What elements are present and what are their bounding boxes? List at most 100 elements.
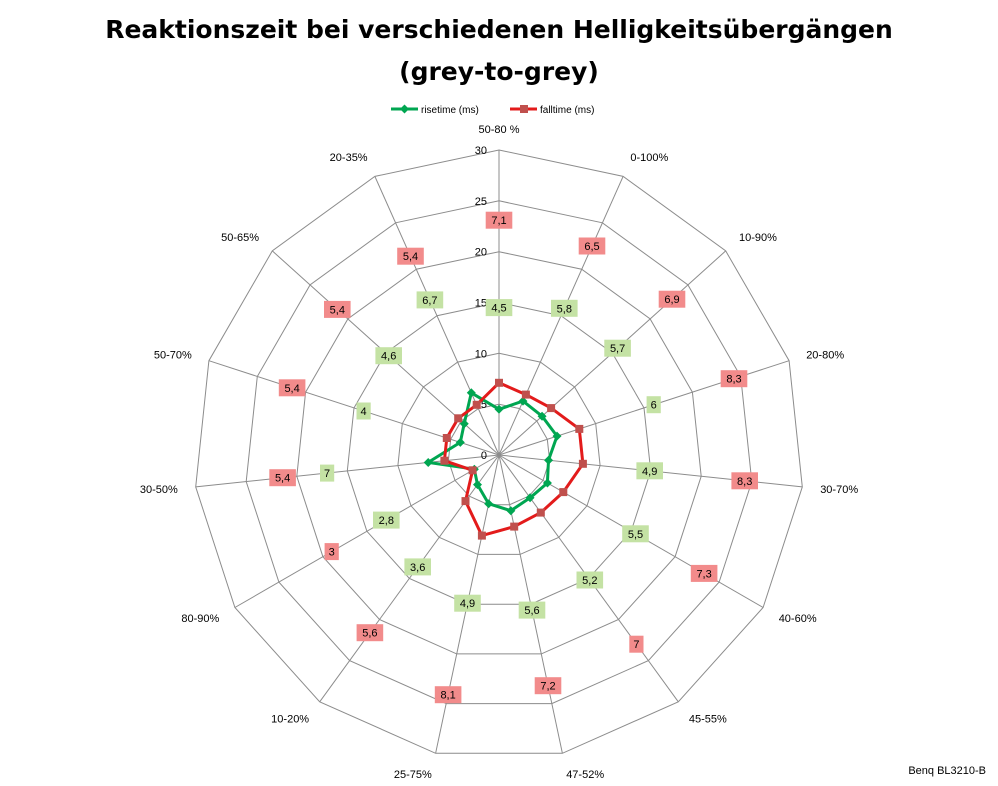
marker-falltime-10-20 bbox=[461, 497, 470, 506]
category-label-0-100: 0-100% bbox=[630, 152, 668, 164]
category-label-30-50: 30-50% bbox=[140, 484, 178, 496]
marker-falltime-40-60 bbox=[559, 488, 568, 497]
data-label-falltime-30-70: 8,3 bbox=[731, 472, 758, 490]
grid-ring-10 bbox=[397, 352, 601, 555]
data-label-text: 6,5 bbox=[584, 241, 599, 253]
data-label-bg bbox=[576, 571, 604, 589]
data-label-text: 5,7 bbox=[610, 343, 625, 355]
data-label-bg bbox=[320, 464, 335, 482]
data-label-text: 4,6 bbox=[381, 351, 396, 363]
data-label-text: 5,5 bbox=[628, 529, 643, 541]
data-label-bg bbox=[434, 686, 462, 704]
data-label-risetime-40-60: 5,5 bbox=[622, 525, 649, 543]
tick-label: 10 bbox=[475, 348, 487, 360]
data-label-text: 5,6 bbox=[362, 628, 377, 640]
data-label-text: 6,7 bbox=[422, 295, 437, 307]
data-label-bg bbox=[604, 339, 631, 357]
data-label-bg bbox=[416, 291, 444, 309]
data-label-text: 3,6 bbox=[410, 562, 425, 574]
data-label-risetime-47-52: 5,6 bbox=[518, 601, 546, 619]
grid-ring-15 bbox=[346, 301, 652, 605]
data-label-risetime-10-90: 5,7 bbox=[604, 339, 631, 357]
marker-falltime-25-75 bbox=[477, 531, 486, 540]
marker-risetime-45-55 bbox=[525, 493, 535, 503]
marker-risetime-10-90 bbox=[537, 411, 547, 421]
marker-risetime-50-80 bbox=[494, 404, 504, 414]
data-label-text: 6,9 bbox=[664, 294, 679, 306]
radial-axis-ticks: 0 5 10 15 20 25 30 bbox=[475, 145, 487, 462]
marker-risetime-47-52 bbox=[506, 506, 516, 516]
data-label-bg bbox=[636, 462, 663, 480]
category-label-10-20: 10-20% bbox=[271, 714, 309, 726]
data-label-falltime-30-50: 5,4 bbox=[269, 469, 296, 487]
data-label-falltime-50-65: 5,4 bbox=[324, 300, 351, 318]
marker-risetime-25-75 bbox=[484, 499, 494, 509]
grid-spoke bbox=[319, 454, 500, 703]
category-label-20-35: 20-35% bbox=[330, 152, 368, 164]
grid-spoke bbox=[234, 454, 500, 608]
legend-marker-risetime bbox=[400, 104, 409, 114]
data-label-text: 7 bbox=[633, 639, 639, 651]
data-label-bg bbox=[373, 511, 400, 529]
data-label-bg bbox=[404, 558, 431, 576]
marker-falltime-30-50 bbox=[440, 456, 449, 465]
tick-label: 15 bbox=[475, 298, 487, 310]
marker-falltime-45-55 bbox=[536, 508, 545, 517]
data-label-bg bbox=[375, 347, 402, 365]
tick-label: 30 bbox=[475, 145, 487, 157]
tick-label: 5 bbox=[481, 399, 487, 411]
data-labels: 4,5 5,8 5,7 6 4,9 5,5 5,2 5,6 4,9 3,6 2,8 7 4 4,6 6,7 7… bbox=[269, 211, 758, 704]
data-label-risetime-50-65: 4,6 bbox=[375, 347, 402, 365]
data-label-text: 5,2 bbox=[582, 575, 597, 587]
data-label-text: 7,2 bbox=[540, 681, 555, 693]
data-label-bg bbox=[731, 472, 758, 490]
marker-falltime-20-35 bbox=[472, 400, 481, 409]
marker-falltime-50-80 bbox=[495, 378, 503, 387]
data-label-text: 5,8 bbox=[557, 303, 572, 315]
marker-risetime-40-60 bbox=[542, 478, 552, 488]
data-label-bg bbox=[622, 525, 649, 543]
grid-spoke bbox=[374, 176, 500, 456]
legend-label-risetime: risetime (ms) bbox=[421, 105, 479, 116]
category-label-50-70: 50-70% bbox=[154, 349, 192, 361]
data-label-falltime-10-20: 5,6 bbox=[356, 624, 384, 642]
data-label-text: 3 bbox=[329, 547, 335, 559]
data-label-risetime-20-80: 6 bbox=[646, 396, 661, 414]
data-label-text: 5,4 bbox=[403, 251, 418, 263]
data-label-text: 5,4 bbox=[284, 383, 299, 395]
data-label-text: 5,4 bbox=[330, 304, 345, 316]
marker-falltime-20-80 bbox=[575, 424, 584, 433]
marker-risetime-0-100 bbox=[518, 396, 528, 406]
data-label-bg bbox=[454, 594, 481, 612]
data-label-bg bbox=[658, 290, 686, 308]
data-label-risetime-50-70: 4 bbox=[356, 402, 371, 420]
data-label-falltime-50-70: 5,4 bbox=[278, 379, 306, 397]
data-label-risetime-10-20: 3,6 bbox=[404, 558, 431, 576]
data-label-bg bbox=[278, 379, 306, 397]
data-label-text: 4 bbox=[361, 406, 367, 418]
data-label-falltime-45-55: 7 bbox=[629, 635, 644, 653]
data-label-bg bbox=[485, 299, 513, 317]
tick-label: 25 bbox=[475, 196, 487, 208]
data-label-text: 8,1 bbox=[440, 690, 455, 702]
data-label-text: 5,6 bbox=[524, 605, 539, 617]
data-label-text: 6 bbox=[651, 400, 657, 412]
category-label-25-75: 25-75% bbox=[394, 769, 432, 781]
data-label-risetime-30-50: 7 bbox=[320, 464, 335, 482]
grid-spoke bbox=[195, 454, 500, 488]
category-labels: 50-80 % 0-100% 10-90% 20-80% 30-70% 40-60% 45-… bbox=[140, 124, 858, 781]
grid-ring-5 bbox=[447, 403, 551, 506]
category-label-30-70: 30-70% bbox=[820, 484, 858, 496]
category-label-20-80: 20-80% bbox=[806, 349, 844, 361]
marker-risetime-10-20 bbox=[472, 480, 482, 490]
marker-falltime-50-70 bbox=[442, 434, 451, 442]
data-label-bg bbox=[518, 601, 546, 619]
legend-marker-falltime bbox=[520, 105, 528, 113]
data-label-bg bbox=[397, 247, 424, 265]
data-label-text: 4,5 bbox=[491, 303, 506, 315]
series-markers bbox=[423, 378, 587, 540]
marker-falltime-30-70 bbox=[578, 459, 587, 468]
marker-falltime-80-90 bbox=[468, 466, 477, 475]
credit-text: Benq BL3210-B bbox=[908, 765, 986, 777]
